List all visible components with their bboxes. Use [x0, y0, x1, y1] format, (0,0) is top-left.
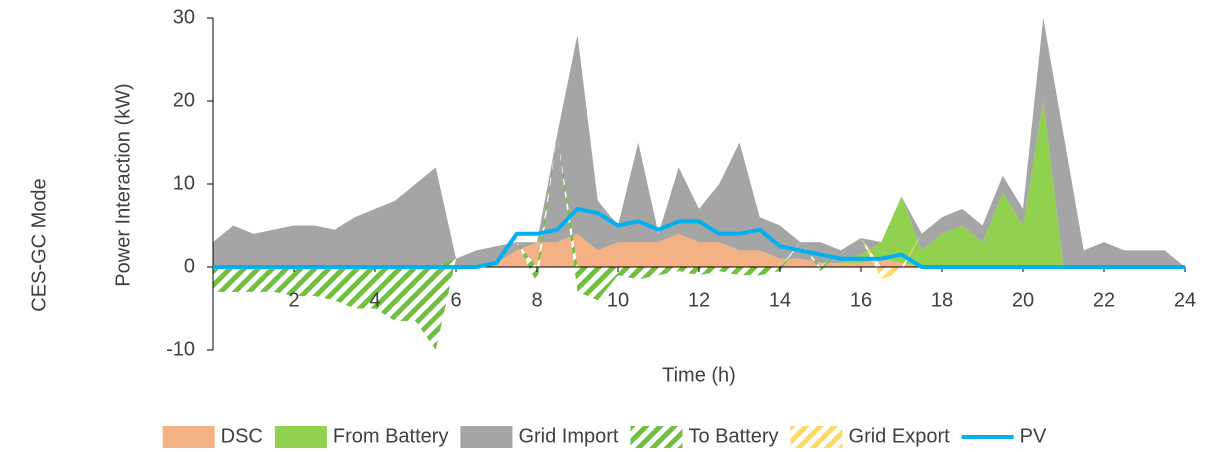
legend-item: PV	[961, 425, 1047, 447]
legend-item: From Battery	[274, 425, 449, 448]
legend-label: Grid Import	[518, 425, 618, 447]
x-tick-label: 16	[850, 289, 872, 311]
x-tick-label: 14	[769, 289, 791, 311]
x-axis-title: Time (h)	[662, 364, 736, 386]
y-tick-label: 10	[173, 172, 195, 194]
x-tick-label: 20	[1012, 289, 1034, 311]
x-tick-label: 6	[450, 289, 461, 311]
y-tick-label: 0	[184, 255, 195, 277]
legend-swatch	[162, 426, 215, 448]
legend-item: DSC	[162, 425, 263, 448]
legend-label: Grid Export	[849, 425, 951, 447]
x-tick-label: 2	[288, 289, 299, 311]
y-tick-label: 30	[173, 6, 195, 28]
legend-swatch	[460, 426, 513, 448]
y-tick-label: -10	[166, 338, 195, 360]
y-axis-title: Power Interaction (kW)	[112, 83, 134, 286]
x-tick-label: 24	[1174, 289, 1196, 311]
legend-swatch	[274, 426, 327, 448]
x-tick-label: 22	[1093, 289, 1115, 311]
legend-swatch	[630, 426, 683, 448]
legend-label: From Battery	[333, 425, 449, 447]
y-tick-label: 20	[173, 89, 195, 111]
x-tick-label: 12	[688, 289, 710, 311]
legend-label: DSC	[221, 425, 263, 447]
plot-area	[213, 18, 1185, 350]
x-tick-label: 4	[369, 289, 380, 311]
legend-label: PV	[1020, 425, 1047, 447]
x-tick-label: 8	[531, 289, 542, 311]
x-tick-label: 18	[931, 289, 953, 311]
legend-swatch	[790, 426, 843, 448]
legend-item: Grid Import	[460, 425, 619, 448]
area-series	[213, 233, 1185, 267]
legend-item: To Battery	[630, 425, 779, 448]
side-label: CES-GC Mode	[28, 178, 50, 311]
legend-item: Grid Export	[790, 425, 951, 448]
x-tick-label: 10	[607, 289, 629, 311]
line-series	[213, 206, 1185, 269]
legend-label: To Battery	[688, 425, 778, 447]
area-series	[213, 18, 1185, 267]
